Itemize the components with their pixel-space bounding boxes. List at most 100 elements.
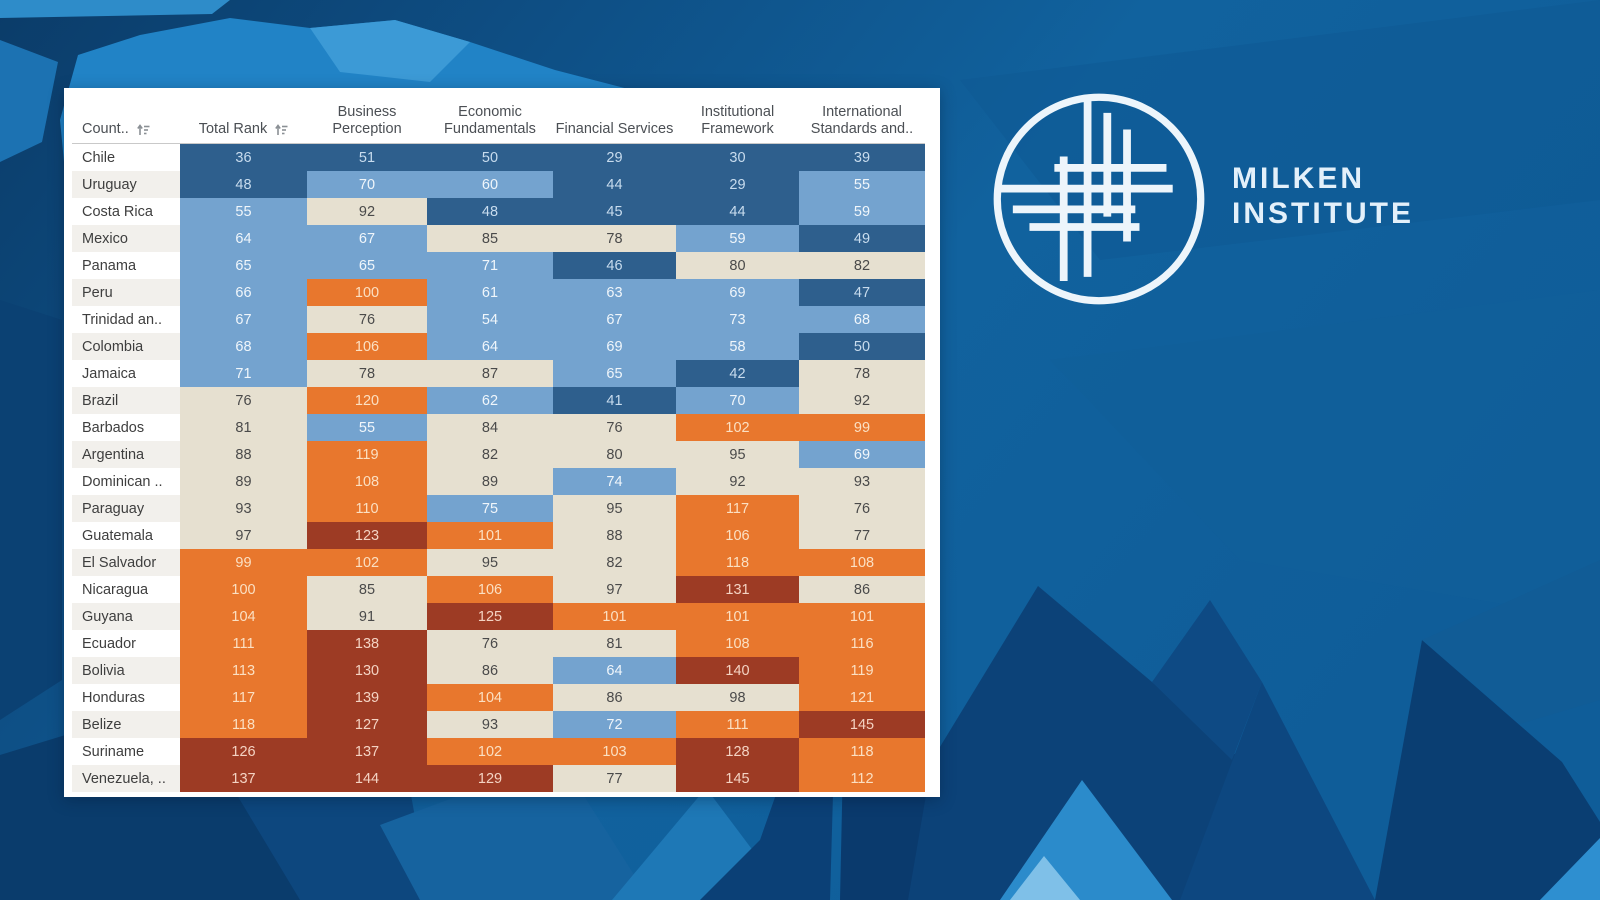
rank-cell: 68: [180, 333, 307, 360]
country-cell-nicaragua: Nicaragua: [72, 576, 180, 603]
column-header-label: International Standards and..: [810, 104, 914, 137]
rank-cell: 139: [307, 684, 427, 711]
rank-cell: 116: [799, 630, 925, 657]
rank-cell: 55: [180, 198, 307, 225]
rank-cell: 76: [799, 495, 925, 522]
rank-cell: 97: [553, 576, 676, 603]
rank-cell: 65: [307, 252, 427, 279]
rank-cell: 99: [180, 549, 307, 576]
rank-cell: 36: [180, 144, 307, 171]
rank-cell: 77: [553, 765, 676, 792]
country-cell-bolivia: Bolivia: [72, 657, 180, 684]
rank-cell: 65: [180, 252, 307, 279]
rank-cell: 108: [799, 549, 925, 576]
rank-cell: 29: [553, 144, 676, 171]
rank-cell: 113: [180, 657, 307, 684]
rank-cell: 131: [676, 576, 799, 603]
column-header-financial-services: Financial Services: [553, 94, 676, 143]
rank-cell: 44: [676, 198, 799, 225]
rank-cell: 108: [307, 468, 427, 495]
column-header-label: Total Rank: [198, 121, 268, 137]
table-row: Paraguay 93 110 75 95 117 76: [72, 495, 925, 522]
rank-cell: 59: [799, 198, 925, 225]
rank-cell: 46: [553, 252, 676, 279]
table-row: Costa Rica 55 92 48 45 44 59: [72, 198, 925, 225]
brand-wordmark: MILKEN INSTITUTE: [1232, 161, 1414, 231]
table-header-row: Count.. Total Rank Business Perception Econ…: [72, 94, 925, 144]
table-row: El Salvador 99 102 95 82 118 108: [72, 549, 925, 576]
rank-cell: 86: [427, 657, 553, 684]
rank-cell: 64: [427, 333, 553, 360]
country-cell-el-salvador: El Salvador: [72, 549, 180, 576]
column-header-business-perception: Business Perception: [307, 94, 427, 143]
country-cell-mexico: Mexico: [72, 225, 180, 252]
column-header-economic-fundamentals: Economic Fundamentals: [427, 94, 553, 143]
column-header-label: Economic Fundamentals: [444, 104, 536, 137]
column-header-label: Financial Services: [555, 121, 674, 137]
rank-cell: 101: [553, 603, 676, 630]
table-row: Brazil 76 120 62 41 70 92: [72, 387, 925, 414]
rank-cell: 70: [676, 387, 799, 414]
rank-cell: 76: [307, 306, 427, 333]
country-cell-belize: Belize: [72, 711, 180, 738]
country-cell-venezuela: Venezuela, ..: [72, 765, 180, 792]
rank-cell: 81: [553, 630, 676, 657]
rank-cell: 86: [799, 576, 925, 603]
rank-cell: 77: [799, 522, 925, 549]
rank-cell: 66: [180, 279, 307, 306]
rank-cell: 50: [799, 333, 925, 360]
rank-cell: 82: [553, 549, 676, 576]
country-cell-jamaica: Jamaica: [72, 360, 180, 387]
column-header-label: Institutional Framework: [700, 104, 775, 137]
rank-cell: 58: [676, 333, 799, 360]
country-cell-suriname: Suriname: [72, 738, 180, 765]
rank-cell: 61: [427, 279, 553, 306]
brand-line1: MILKEN: [1232, 162, 1365, 195]
table-row: Chile 36 51 50 29 30 39: [72, 144, 925, 171]
rank-cell: 78: [799, 360, 925, 387]
rank-cell: 92: [799, 387, 925, 414]
rank-cell: 118: [180, 711, 307, 738]
rank-cell: 117: [676, 495, 799, 522]
rank-cell: 137: [180, 765, 307, 792]
table-row: Dominican .. 89 108 89 74 92 93: [72, 468, 925, 495]
rank-cell: 106: [676, 522, 799, 549]
rank-cell: 118: [799, 738, 925, 765]
rank-cell: 138: [307, 630, 427, 657]
country-cell-guyana: Guyana: [72, 603, 180, 630]
column-header-total-rank[interactable]: Total Rank: [180, 94, 307, 143]
brand-line2: INSTITUTE: [1232, 197, 1414, 230]
rank-cell: 103: [553, 738, 676, 765]
rank-cell: 65: [553, 360, 676, 387]
rank-cell: 80: [676, 252, 799, 279]
column-header-count[interactable]: Count..: [72, 94, 180, 143]
rank-cell: 101: [427, 522, 553, 549]
rank-cell: 67: [307, 225, 427, 252]
rank-cell: 140: [676, 657, 799, 684]
rank-cell: 30: [676, 144, 799, 171]
rank-cell: 76: [427, 630, 553, 657]
rank-cell: 63: [553, 279, 676, 306]
rank-cell: 68: [799, 306, 925, 333]
table-row: Belize 118 127 93 72 111 145: [72, 711, 925, 738]
country-cell-guatemala: Guatemala: [72, 522, 180, 549]
country-cell-ecuador: Ecuador: [72, 630, 180, 657]
country-cell-chile: Chile: [72, 144, 180, 171]
rank-cell: 78: [307, 360, 427, 387]
rank-cell: 145: [676, 765, 799, 792]
rank-cell: 93: [799, 468, 925, 495]
rank-cell: 89: [427, 468, 553, 495]
rank-cell: 50: [427, 144, 553, 171]
rank-cell: 54: [427, 306, 553, 333]
rank-cell: 69: [676, 279, 799, 306]
rank-cell: 99: [799, 414, 925, 441]
rank-cell: 48: [427, 198, 553, 225]
country-cell-argentina: Argentina: [72, 441, 180, 468]
country-cell-peru: Peru: [72, 279, 180, 306]
rank-cell: 121: [799, 684, 925, 711]
table-row: Ecuador 111 138 76 81 108 116: [72, 630, 925, 657]
country-cell-uruguay: Uruguay: [72, 171, 180, 198]
rank-cell: 76: [553, 414, 676, 441]
rank-cell: 45: [553, 198, 676, 225]
rank-cell: 93: [427, 711, 553, 738]
